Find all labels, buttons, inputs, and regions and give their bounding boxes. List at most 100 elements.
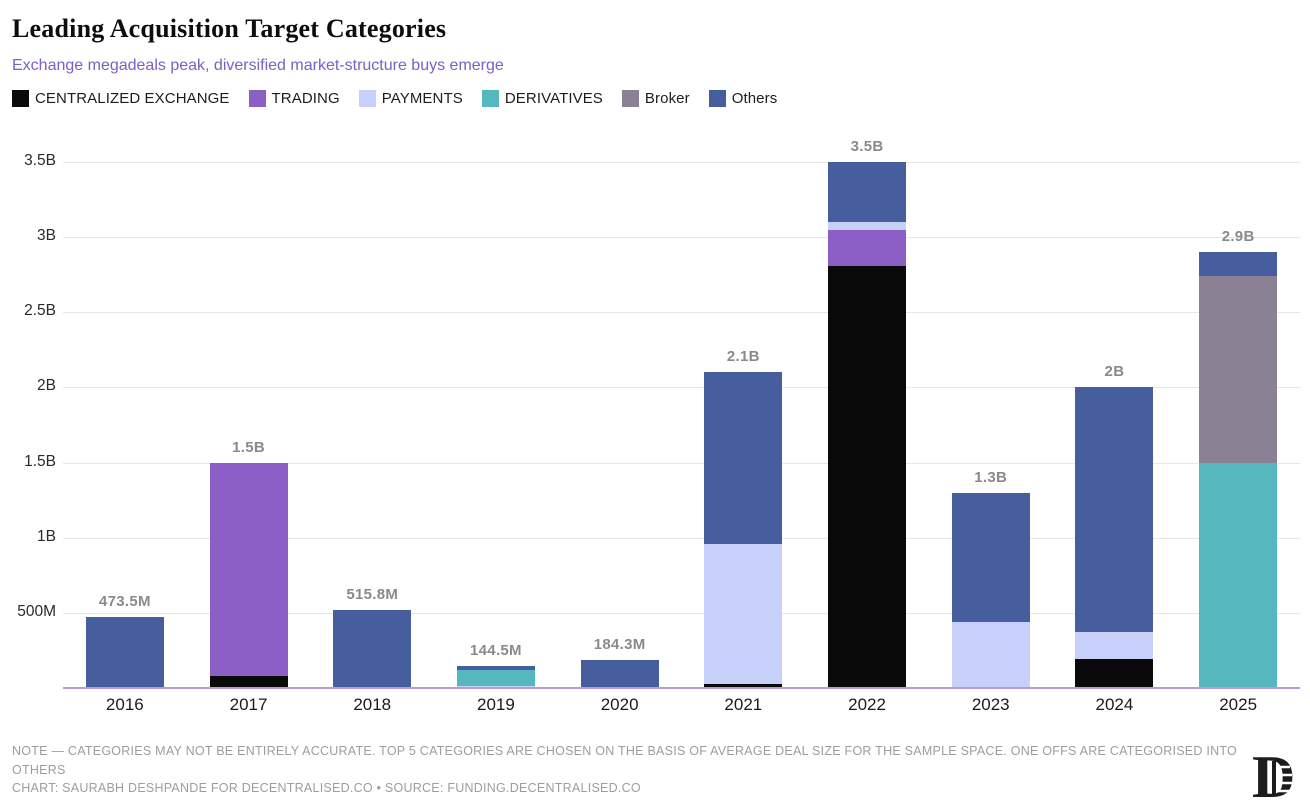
bar-segment-centralized_exchange <box>1075 658 1154 688</box>
bar-column-2025: 2.9B 2025 <box>1176 162 1300 714</box>
x-tick-label: 2017 <box>229 695 268 714</box>
bar-segment-others <box>333 610 412 688</box>
bar-total-label: 473.5M <box>98 592 151 610</box>
gridline-1B <box>63 537 1300 539</box>
x-tick-label: 2018 <box>353 695 392 714</box>
stacked-bar-2021 <box>704 372 783 688</box>
credit-line: CHART: SAURABH DESHPANDE FOR DECENTRALIS… <box>12 781 641 795</box>
bar-segment-derivatives <box>456 670 535 687</box>
legend-label: CENTRALIZED EXCHANGE <box>35 90 230 107</box>
chart-legend: CENTRALIZED EXCHANGE TRADING PAYMENTS DERIV… <box>12 90 777 107</box>
stacked-bar-2016 <box>85 616 164 688</box>
bar-total-label: 1.5B <box>232 438 265 456</box>
y-tick-label: 1.5B <box>24 452 56 470</box>
bar-column-2016: 473.5M 2016 <box>63 162 187 714</box>
bar-total-label: 3.5B <box>850 138 884 155</box>
bar-segment-others <box>1199 252 1278 277</box>
gridline-3.5B <box>63 162 1300 163</box>
bar-total-label: 2.1B <box>726 348 760 366</box>
y-tick-label: 1B <box>37 527 56 545</box>
legend-label: PAYMENTS <box>381 90 463 107</box>
stacked-bar-2025 <box>1199 252 1278 688</box>
bar-segment-payments <box>704 543 783 685</box>
plot-area: 473.5M 2016 1.5B 2017 515.8M 2018 144.5M 2019 18… <box>63 138 1300 714</box>
legend-swatch-broker <box>621 90 639 107</box>
gridline-2.5B <box>63 312 1300 314</box>
x-axis-line <box>63 687 1300 689</box>
bar-column-2018: 515.8M 2018 <box>310 162 434 714</box>
footnote: NOTE — CATEGORIES MAY NOT BE ENTIRELY AC… <box>12 744 1238 777</box>
legend-item-others: Others <box>708 90 778 107</box>
x-tick-label: 2025 <box>1219 695 1258 714</box>
bar-total-label: 184.3M <box>593 636 646 654</box>
bar-total-label: 1.3B <box>974 468 1008 486</box>
bar-segment-derivatives <box>1199 462 1278 688</box>
legend-item-payments: PAYMENTS <box>358 90 463 107</box>
bar-segment-centralized_exchange <box>828 265 907 688</box>
legend-label: TRADING <box>271 90 340 107</box>
legend-swatch-trading <box>248 90 266 107</box>
legend-item-trading: TRADING <box>248 90 340 107</box>
bar-total-label: 144.5M <box>470 642 522 660</box>
bar-segment-payments <box>1075 632 1154 659</box>
stacked-bar-2023 <box>951 492 1030 688</box>
bar-segment-others <box>85 616 164 688</box>
bar-segment-others <box>828 162 907 223</box>
stacked-bar-2019 <box>456 666 535 688</box>
y-tick-label: 500M <box>17 602 56 620</box>
bar-segment-trading <box>209 462 288 676</box>
legend-item-derivatives: DERIVATIVES <box>481 90 603 107</box>
x-tick-label: 2016 <box>105 695 144 714</box>
bar-segment-others <box>1075 387 1154 633</box>
bar-segment-payments <box>951 621 1030 688</box>
x-tick-label: 2022 <box>848 695 886 714</box>
bar-total-label: 2.9B <box>1221 228 1255 246</box>
gridline-500M <box>63 612 1300 614</box>
y-tick-label: 3.5B <box>24 152 56 169</box>
stacked-bar-2024 <box>1075 387 1154 688</box>
bar-segment-others <box>704 372 783 544</box>
bar-segment-broker <box>1199 276 1278 463</box>
bar-segment-others <box>580 660 659 688</box>
x-tick-label: 2023 <box>971 695 1010 714</box>
stacked-bar-2022 <box>828 162 907 688</box>
legend-swatch-centralized_exchange <box>12 90 29 107</box>
y-tick-label: 2B <box>37 377 56 395</box>
chart-subtitle: Exchange megadeals peak, diversified mar… <box>12 57 504 74</box>
gridline-2B <box>63 387 1300 389</box>
bar-segment-payments <box>456 686 535 688</box>
legend-item-centralized_exchange: CENTRALIZED EXCHANGE <box>12 90 230 107</box>
legend-label: Others <box>731 90 778 107</box>
stacked-bar-2017 <box>209 462 288 688</box>
bar-segment-others <box>951 492 1030 622</box>
x-tick-label: 2021 <box>724 695 763 714</box>
bar-column-2019: 144.5M 2019 <box>434 162 558 714</box>
legend-swatch-derivatives <box>481 90 499 107</box>
decentralised-logo-icon: D <box>1252 745 1295 807</box>
bar-total-label: 515.8M <box>346 586 399 604</box>
bar-segment-others <box>456 666 535 671</box>
bar-column-2017: 1.5B 2017 <box>187 162 311 714</box>
bar-total-label: 2B <box>1104 363 1125 381</box>
bar-segment-payments <box>828 222 907 230</box>
stacked-bar-2018 <box>333 610 412 688</box>
legend-item-broker: Broker <box>621 90 690 107</box>
legend-label: DERIVATIVES <box>504 90 603 107</box>
bar-column-2020: 184.3M 2020 <box>558 162 682 714</box>
legend-label: Broker <box>644 90 690 107</box>
bar-column-2022: 3.5B 2022 <box>805 138 929 714</box>
legend-swatch-others <box>708 90 726 107</box>
page-title: Leading Acquisition Target Categories <box>12 14 447 43</box>
bar-segment-centralized_exchange <box>209 675 288 688</box>
legend-swatch-payments <box>358 90 376 107</box>
stacked-bar-2020 <box>580 660 659 688</box>
gridline-1.5B <box>63 462 1300 464</box>
gridline-3B <box>63 237 1300 239</box>
x-tick-label: 2024 <box>1095 695 1134 714</box>
y-tick-label: 3B <box>37 227 56 245</box>
bar-column-2024: 2B 2024 <box>1053 162 1177 714</box>
bar-column-2021: 2.1B 2021 <box>682 162 806 714</box>
x-tick-label: 2019 <box>477 695 515 714</box>
